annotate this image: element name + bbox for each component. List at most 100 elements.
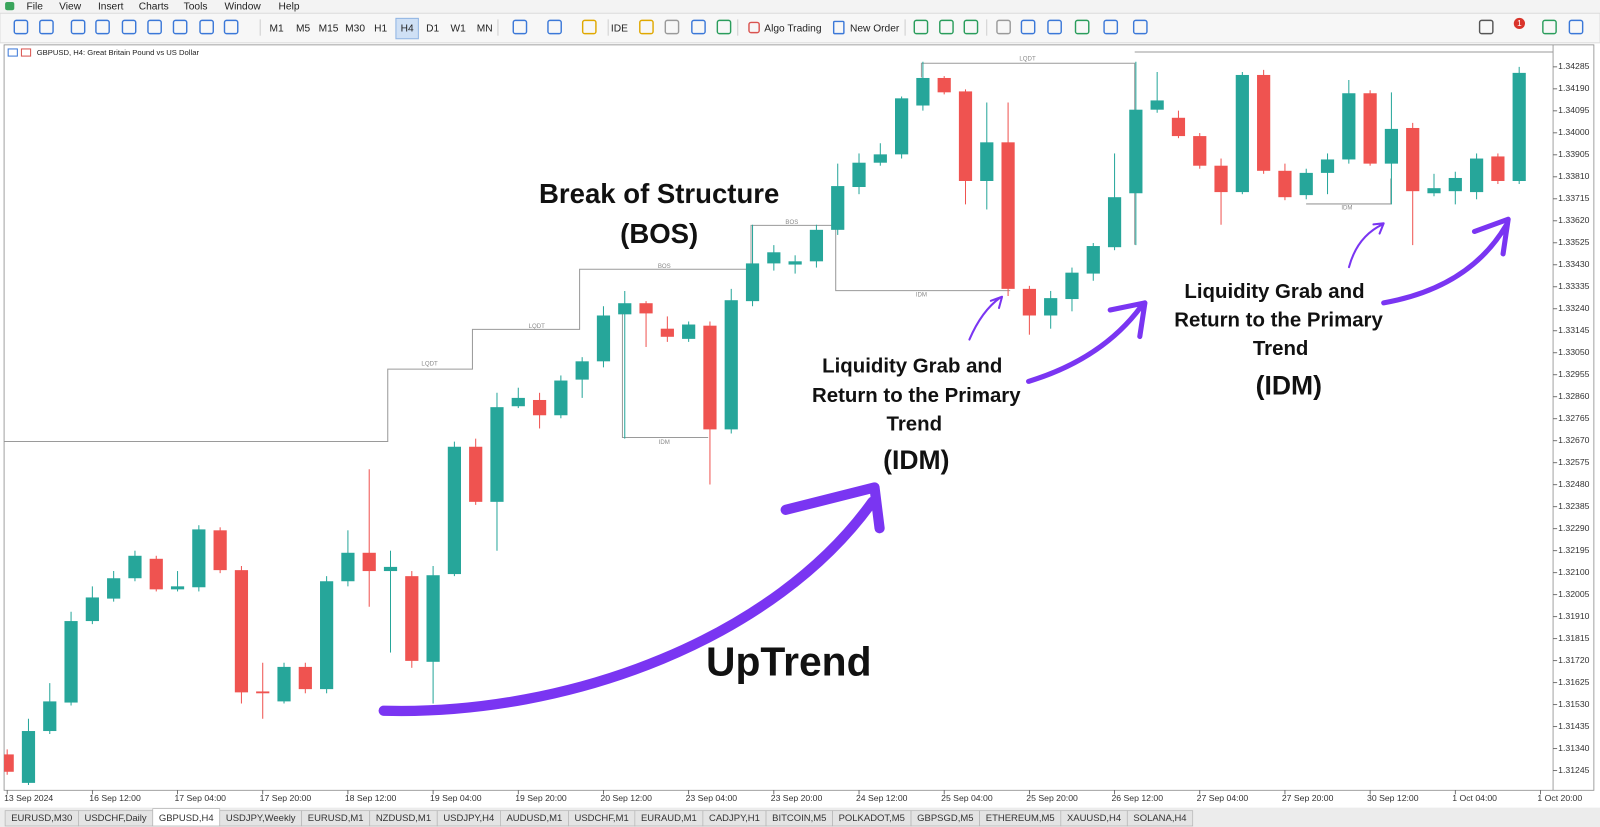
toolbar-icon[interactable]: [581, 19, 597, 35]
toolbar-icon[interactable]: [199, 19, 214, 35]
toolbar-icon[interactable]: [147, 19, 162, 35]
candle-body: [298, 666, 312, 690]
timeframe-button[interactable]: M15: [319, 24, 339, 35]
toolbar-icon[interactable]: [13, 19, 29, 35]
structure-label: LQDT: [421, 361, 438, 368]
candles: [4, 61, 1526, 785]
y-tick-label: 1.34000: [1558, 127, 1589, 137]
toolbar-icon[interactable]: [547, 19, 562, 35]
toolbar-icon[interactable]: [1074, 19, 1090, 35]
symbol-icon: [7, 48, 18, 57]
toolbar-icon[interactable]: [1020, 19, 1036, 35]
chart-tab-label[interactable]: SOLANA,H4: [1133, 813, 1186, 824]
toolbar-icon[interactable]: [223, 19, 239, 35]
toolbar-icon[interactable]: [512, 19, 528, 35]
chart-tab-label[interactable]: GBPUSD,H4: [159, 813, 214, 824]
structure-label: IDM: [916, 291, 927, 298]
candle-body: [831, 186, 845, 230]
notification-count[interactable]: 1: [1517, 19, 1522, 28]
timeframe-button[interactable]: H1: [374, 24, 387, 35]
toolbar-icon[interactable]: [1047, 19, 1062, 35]
menu-item[interactable]: File: [27, 1, 44, 12]
arrow: [1026, 300, 1148, 384]
chart-tab-label[interactable]: USDJPY,Weekly: [226, 813, 296, 824]
chart-tab-label[interactable]: USDCHF,M1: [575, 813, 629, 824]
candle-body: [1363, 93, 1377, 164]
toolbar-icon[interactable]: [639, 19, 654, 35]
menu-item[interactable]: Charts: [139, 1, 169, 12]
toolbar-icon[interactable]: [121, 19, 137, 35]
candle-body: [1150, 100, 1164, 110]
y-tick-label: 1.33525: [1558, 237, 1589, 247]
candle-body: [1086, 246, 1100, 274]
chart-tab-label[interactable]: USDJPY,H4: [443, 813, 494, 824]
toolbar-icon[interactable]: [1568, 19, 1584, 35]
y-tick-label: 1.33050: [1558, 347, 1589, 357]
y-tick-label: 1.34190: [1558, 83, 1589, 93]
candle-body: [1107, 197, 1122, 248]
candle-body: [1512, 72, 1526, 181]
toolbar-icon[interactable]: [39, 19, 54, 35]
toolbar-icon[interactable]: [716, 19, 732, 35]
toolbar-icon[interactable]: [1542, 19, 1557, 35]
chart-tab-label[interactable]: POLKADOT,M5: [839, 813, 905, 824]
x-tick-label: 25 Sep 20:00: [1026, 793, 1078, 803]
timeframe-button[interactable]: M30: [345, 24, 365, 35]
ide-button[interactable]: IDE: [611, 24, 628, 35]
chart-tab-label[interactable]: XAUUSD,H4: [1067, 813, 1121, 824]
y-tick-label: 1.33430: [1558, 259, 1589, 269]
toolbar-icon[interactable]: [1103, 19, 1119, 35]
y-tick-label: 1.33620: [1558, 215, 1589, 225]
chart-tab-label[interactable]: BITCOIN,M5: [772, 813, 826, 824]
y-tick-label: 1.31245: [1558, 765, 1589, 775]
toolbar-icon[interactable]: [996, 19, 1011, 35]
chart-tab-label[interactable]: EURUSD,M30: [11, 813, 72, 824]
structure-line: [621, 305, 709, 438]
toolbar-icon[interactable]: [1132, 19, 1148, 35]
toolbar-icon[interactable]: [172, 19, 188, 35]
menu-item[interactable]: Window: [224, 1, 261, 12]
candle-body: [192, 529, 206, 588]
candle-body: [320, 581, 334, 690]
candle-body: [639, 303, 653, 314]
timeframe-button[interactable]: M5: [296, 24, 310, 35]
toolbar-icon[interactable]: [664, 19, 680, 35]
candle-body: [788, 261, 802, 265]
chart-tab-label[interactable]: EURAUD,M1: [641, 813, 697, 824]
toolbar-icon[interactable]: [95, 19, 110, 35]
toolbar-icon[interactable]: [70, 19, 86, 35]
chart-tab-label[interactable]: CADJPY,H1: [709, 813, 760, 824]
toolbar-icon[interactable]: [939, 19, 954, 35]
y-tick-label: 1.32290: [1558, 523, 1589, 533]
chart-tab-label[interactable]: EURUSD,M1: [308, 813, 364, 824]
timeframe-button[interactable]: D1: [426, 24, 439, 35]
structure-label: BOS: [658, 263, 671, 270]
chart-tab-label[interactable]: NZDUSD,M1: [376, 813, 431, 824]
chart-tab-label[interactable]: GBPSGD,M5: [917, 813, 973, 824]
chart-tab-label[interactable]: ETHEREUM,M5: [986, 813, 1055, 824]
timeframe-button[interactable]: H4: [401, 24, 414, 35]
menu-item[interactable]: Help: [279, 1, 300, 12]
chart-tab-label[interactable]: USDCHF,Daily: [85, 813, 147, 824]
timeframe-button[interactable]: M1: [269, 24, 283, 35]
toolbar-icon[interactable]: [1478, 19, 1494, 35]
chart-tab[interactable]: [1126, 810, 1194, 827]
candle-body: [170, 586, 185, 590]
toolbar-icon[interactable]: [691, 19, 706, 35]
x-tick-label: 23 Sep 20:00: [771, 793, 823, 803]
menu-item[interactable]: View: [59, 1, 82, 12]
menu-item[interactable]: Insert: [98, 1, 124, 12]
timeframe-button[interactable]: W1: [451, 24, 467, 35]
candle-body: [958, 91, 973, 181]
menu-item[interactable]: Tools: [184, 1, 208, 12]
toolbar-icon[interactable]: [963, 19, 979, 35]
x-tick-label: 17 Sep 20:00: [260, 793, 312, 803]
toolbar-icon[interactable]: [913, 19, 929, 35]
chart-tab-label[interactable]: AUDUSD,M1: [506, 813, 562, 824]
new-order-button[interactable]: New Order: [850, 24, 900, 35]
y-tick-label: 1.31910: [1558, 611, 1589, 621]
y-tick-label: 1.32765: [1558, 413, 1589, 423]
algo-trading-button[interactable]: Algo Trading: [764, 24, 822, 35]
timeframe-button[interactable]: MN: [477, 24, 493, 35]
